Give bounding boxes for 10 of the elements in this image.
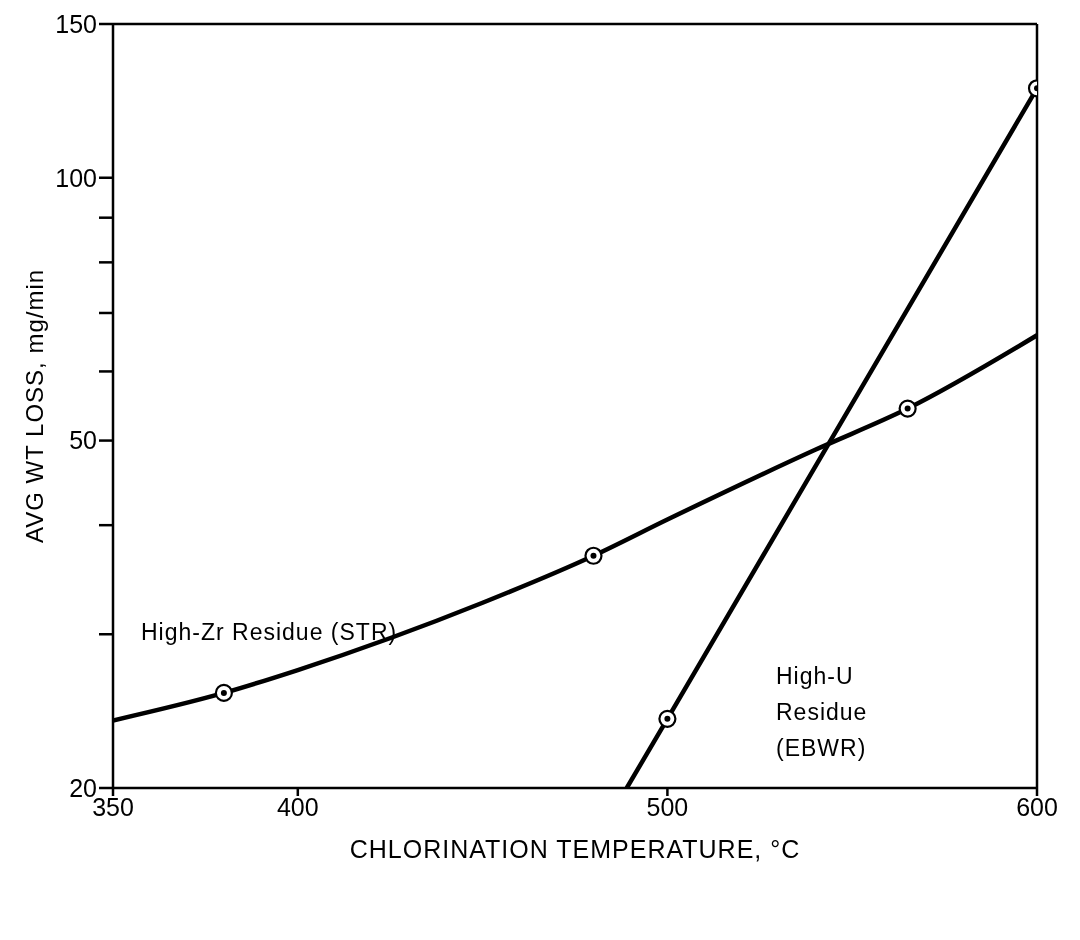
x-tick-label: 500 [646, 792, 689, 821]
x-tick-label: 400 [276, 792, 319, 821]
x-tick-label: 600 [1016, 792, 1058, 821]
x-axis-title: CHLORINATION TEMPERATURE, °C [349, 835, 801, 863]
y-tick-label: 50 [69, 426, 97, 455]
y-tick-label: 150 [55, 9, 97, 38]
text: High-U Residue (EBWR) [776, 662, 869, 763]
y-tick-label: 100 [55, 163, 97, 192]
series-label: High-Zr Residue (STR) [141, 618, 399, 647]
y-axis-title: AVG WT LOSS, mg/min [20, 268, 48, 544]
